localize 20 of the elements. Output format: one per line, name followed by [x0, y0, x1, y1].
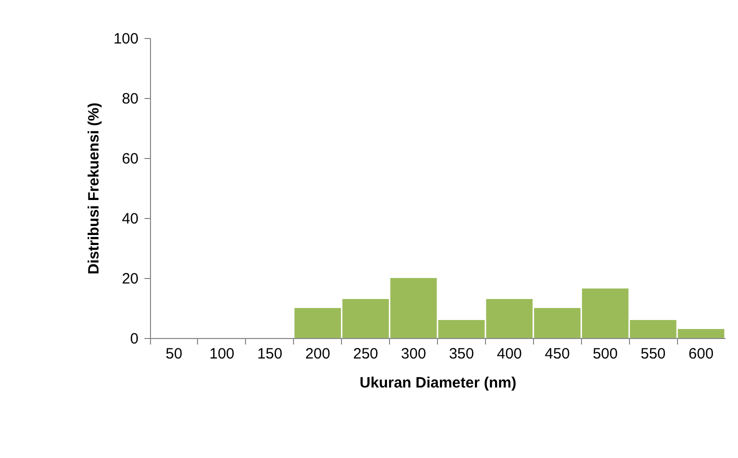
x-tick-label: 50	[166, 346, 182, 362]
y-tick-label: 80	[122, 90, 138, 108]
x-tick-label: 100	[209, 346, 234, 362]
x-tick-label: 450	[544, 346, 570, 362]
x-tick-label: 200	[305, 346, 330, 362]
y-tick-label: 20	[122, 270, 138, 288]
x-tick-label: 150	[257, 346, 282, 362]
x-tick-label: 500	[592, 346, 618, 362]
x-tick-label: 400	[496, 346, 522, 362]
x-tick-label: 300	[401, 346, 426, 362]
x-tick-label: 250	[353, 346, 378, 362]
x-axis-title: Ukuran Diameter (nm)	[360, 374, 516, 392]
x-tick-label: 350	[448, 346, 474, 362]
x-tick-label: 600	[688, 346, 714, 362]
y-axis-title: Distribusi Frekuensi (%)	[85, 102, 102, 274]
y-tick-label: 100	[113, 30, 138, 48]
y-tick-label: 0	[130, 330, 138, 348]
y-tick-label: 60	[122, 150, 138, 168]
x-tick-label: 550	[640, 346, 666, 362]
y-tick-label: 40	[122, 210, 138, 228]
